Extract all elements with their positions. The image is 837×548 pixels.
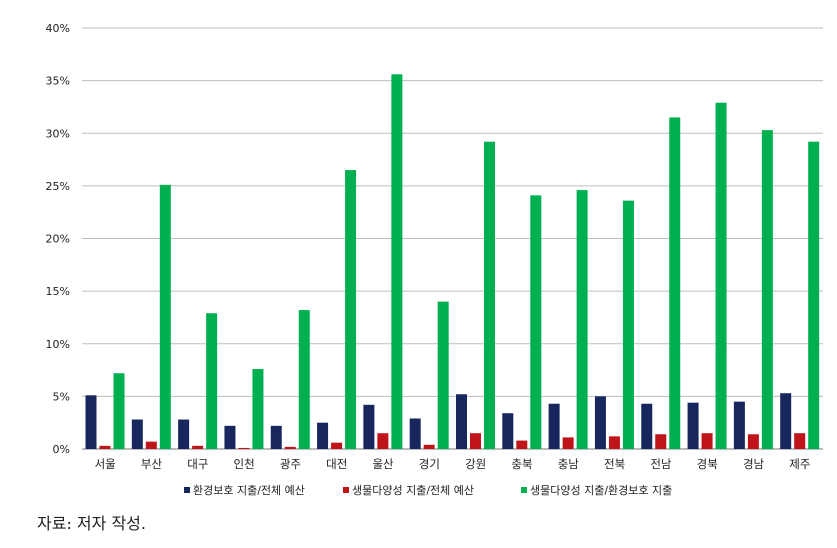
x-tick-label: 경북 bbox=[697, 457, 718, 471]
y-tick-label: 35% bbox=[46, 75, 70, 88]
bar bbox=[808, 141, 820, 450]
x-tick-label: 대전 bbox=[326, 457, 347, 471]
bar bbox=[655, 434, 667, 449]
x-tick-label: 부산 bbox=[141, 457, 163, 471]
bar bbox=[85, 395, 97, 449]
bar bbox=[502, 413, 514, 449]
bar bbox=[391, 74, 403, 449]
bar bbox=[377, 433, 389, 449]
y-tick-label: 25% bbox=[46, 180, 70, 193]
bar bbox=[284, 446, 296, 449]
x-tick-label: 울산 bbox=[372, 457, 394, 471]
legend-label: 생물다양성 지출/전체 예산 bbox=[352, 484, 474, 497]
y-tick-label: 30% bbox=[46, 127, 70, 140]
bar bbox=[594, 396, 606, 449]
bar bbox=[530, 195, 542, 449]
y-tick-label: 10% bbox=[46, 338, 70, 351]
bar bbox=[331, 442, 343, 449]
bar bbox=[270, 425, 282, 449]
bar bbox=[252, 369, 264, 449]
y-tick-label: 0% bbox=[53, 443, 70, 456]
bar bbox=[224, 425, 236, 449]
y-tick-label: 40% bbox=[46, 22, 70, 35]
bar bbox=[641, 403, 653, 449]
legend-label: 생물다양성 지출/환경보호 지출 bbox=[530, 484, 672, 497]
bar bbox=[701, 433, 713, 449]
x-tick-label: 서울 bbox=[95, 457, 116, 471]
bar bbox=[747, 434, 759, 449]
x-tick-label: 전북 bbox=[604, 457, 625, 471]
bar bbox=[131, 419, 143, 449]
bar bbox=[113, 373, 125, 449]
bar bbox=[761, 130, 773, 449]
bar bbox=[423, 444, 435, 449]
bar bbox=[206, 313, 218, 449]
bar bbox=[159, 184, 171, 449]
bar bbox=[345, 170, 357, 449]
bar bbox=[548, 403, 560, 449]
bar bbox=[687, 402, 699, 449]
bar bbox=[409, 418, 421, 449]
bar bbox=[562, 437, 574, 449]
bar bbox=[484, 141, 495, 450]
bar bbox=[99, 445, 111, 449]
bar bbox=[516, 440, 528, 449]
x-tick-label: 강원 bbox=[465, 457, 486, 471]
bar bbox=[715, 102, 727, 449]
bar bbox=[733, 401, 745, 449]
x-tick-label: 전남 bbox=[650, 457, 672, 471]
legend-label: 환경보호 지출/전체 예산 bbox=[193, 484, 305, 497]
x-tick-label: 인천 bbox=[234, 457, 255, 471]
bar bbox=[794, 433, 806, 449]
source-note: 자료: 저자 작성. bbox=[37, 514, 146, 533]
bar bbox=[576, 190, 588, 449]
x-tick-label: 충북 bbox=[511, 457, 532, 471]
x-tick-label: 대구 bbox=[187, 457, 208, 471]
y-tick-label: 15% bbox=[46, 285, 70, 298]
bar bbox=[470, 433, 481, 449]
bar bbox=[363, 404, 375, 449]
bar bbox=[456, 394, 467, 449]
bar bbox=[238, 447, 250, 449]
bar bbox=[608, 436, 620, 449]
y-tick-label: 5% bbox=[53, 390, 70, 403]
bar bbox=[622, 200, 634, 449]
bar bbox=[437, 301, 449, 449]
bar bbox=[317, 422, 329, 449]
bar bbox=[192, 445, 204, 449]
bar bbox=[780, 393, 792, 449]
bar bbox=[145, 441, 157, 449]
legend-swatch bbox=[343, 487, 349, 493]
x-tick-label: 경기 bbox=[419, 457, 440, 471]
x-tick-label: 경남 bbox=[743, 457, 765, 471]
y-tick-label: 20% bbox=[46, 233, 70, 246]
bar bbox=[298, 310, 310, 449]
x-tick-label: 광주 bbox=[280, 457, 301, 471]
legend-swatch bbox=[184, 487, 190, 493]
bar bbox=[669, 117, 681, 450]
x-tick-label: 제주 bbox=[789, 457, 810, 471]
x-tick-label: 충남 bbox=[558, 457, 580, 471]
bar bbox=[178, 419, 190, 449]
legend-swatch bbox=[521, 487, 527, 493]
